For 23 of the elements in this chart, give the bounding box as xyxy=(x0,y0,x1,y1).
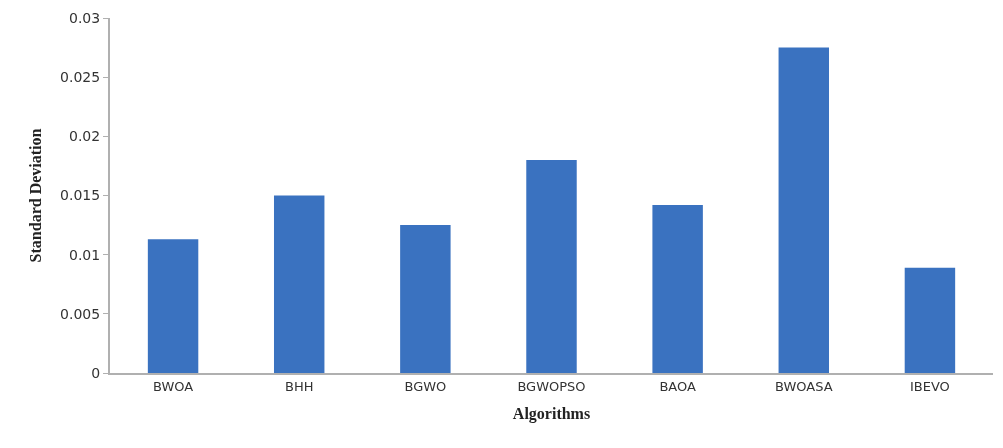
y-tick-label: 0.005 xyxy=(60,305,101,322)
bar xyxy=(778,47,830,373)
y-tick-label: 0.03 xyxy=(69,9,101,26)
x-axis-title: Algorithms xyxy=(512,404,591,423)
y-tick-label: 0.02 xyxy=(69,128,101,145)
x-tick-label: BHH xyxy=(284,378,314,394)
bar xyxy=(904,267,956,373)
bar xyxy=(147,239,199,373)
x-tick-label: IBEVO xyxy=(909,378,950,394)
bar xyxy=(273,195,325,373)
bar xyxy=(652,204,703,373)
x-tick-label: BGWOPSO xyxy=(517,378,586,394)
y-tick-label: 0 xyxy=(91,364,101,381)
y-tick-label: 0.025 xyxy=(60,69,101,86)
x-tick-label: BGWO xyxy=(404,378,447,394)
bar xyxy=(526,160,577,373)
bar xyxy=(400,225,451,373)
x-tick-label: BWOA xyxy=(152,378,194,394)
y-axis-title: Standard Deviation xyxy=(26,128,44,263)
x-tick-label: BWOASA xyxy=(774,378,833,394)
y-tick-label: 0.015 xyxy=(60,187,101,204)
x-tick-label: BAOA xyxy=(659,378,696,394)
y-tick-label: 0.01 xyxy=(69,246,101,263)
